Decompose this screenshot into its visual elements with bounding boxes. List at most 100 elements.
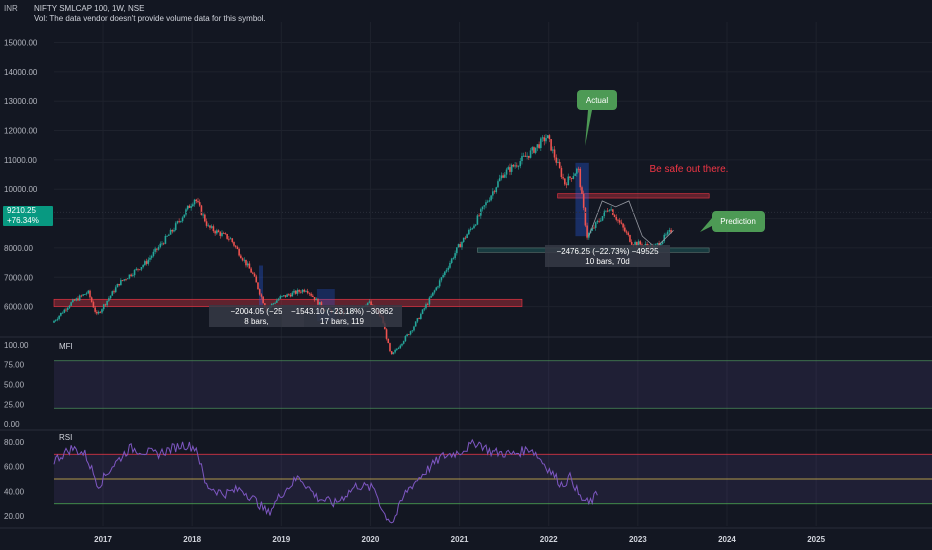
candle-body — [166, 235, 168, 237]
candle-body — [546, 135, 549, 139]
candle-body — [171, 229, 174, 232]
candle-body — [101, 309, 103, 313]
candle-body — [281, 295, 283, 297]
measure-bar-2018 — [259, 265, 264, 313]
candle-body — [582, 193, 585, 208]
candle-body — [246, 263, 249, 266]
candle-body — [368, 301, 371, 303]
candle-body — [164, 236, 167, 244]
actual-callout — [577, 90, 617, 110]
candle-body — [245, 259, 247, 266]
rsi-axis-label: 60.00 — [4, 463, 25, 472]
candle-body — [126, 278, 129, 280]
candle-body — [193, 199, 196, 205]
mfi-axis-label: 50.00 — [4, 381, 25, 390]
candle-body — [294, 290, 297, 294]
candle-body — [229, 238, 232, 240]
candle-body — [106, 300, 108, 306]
candle-body — [426, 304, 429, 306]
candle-body — [224, 233, 227, 235]
candle-body — [87, 290, 90, 294]
mfi-title: MFI — [59, 342, 73, 351]
candle-body — [140, 267, 143, 270]
price-change: +76.34% — [7, 216, 39, 225]
candle-body — [624, 227, 626, 232]
candle-body — [504, 174, 506, 178]
candle-body — [507, 167, 510, 170]
candle-body — [579, 168, 582, 188]
rsi-axis-label: 40.00 — [4, 487, 25, 496]
actual-callout-label: Actual — [586, 96, 608, 105]
candle-body — [221, 233, 223, 236]
price-axis-label: 10000.00 — [4, 185, 38, 194]
candle-body — [457, 244, 460, 248]
candle-body — [188, 205, 191, 208]
candle-body — [591, 227, 594, 231]
candle-body — [284, 295, 287, 297]
candle-body — [149, 257, 151, 260]
rsi-axis-label: 80.00 — [4, 438, 25, 447]
candle-body — [313, 296, 316, 301]
candle-body — [577, 168, 580, 170]
candle-body — [488, 200, 491, 202]
candle-body — [228, 238, 230, 240]
candle-body — [450, 258, 453, 263]
candle-body — [558, 161, 561, 168]
candle-body — [469, 228, 472, 230]
candle-body — [444, 271, 446, 276]
candle-body — [298, 289, 300, 292]
candle-body — [548, 135, 551, 140]
candle-body — [186, 205, 189, 210]
candle-body — [387, 338, 390, 344]
candle-body — [402, 341, 405, 344]
candle-body — [217, 230, 220, 233]
candle-body — [596, 220, 599, 223]
candle-body — [478, 215, 480, 217]
measure-label-2019: −1543.10 (−23.18%) −30862 — [291, 307, 394, 316]
candle-body — [320, 302, 323, 308]
candle-body — [411, 330, 414, 332]
candle-body — [277, 298, 280, 301]
last-price-tag: 9210.25 +76.34% — [3, 206, 53, 226]
candle-body — [481, 206, 484, 210]
candle-body — [605, 210, 607, 212]
candle-body — [288, 294, 290, 296]
candle-body — [94, 307, 96, 312]
candle-body — [60, 312, 62, 316]
candle-body — [584, 207, 587, 226]
candle-body — [116, 283, 119, 288]
candle-body — [77, 298, 79, 301]
candle-body — [637, 241, 640, 246]
candle-body — [447, 267, 450, 270]
measure-label-2018-box — [209, 305, 304, 327]
candle-body — [409, 331, 412, 335]
candle-body — [435, 287, 438, 291]
candle-body — [557, 161, 559, 163]
candle-body — [524, 155, 527, 157]
candle-body — [84, 294, 86, 295]
price-axis-label: 14000.00 — [4, 68, 38, 77]
candle-body — [594, 222, 597, 228]
candle-body — [276, 300, 278, 303]
candle-body — [536, 144, 539, 148]
candle-body — [620, 222, 623, 224]
candle-body — [161, 243, 163, 245]
actual-callout-pointer — [585, 110, 592, 146]
candle-body — [464, 237, 467, 239]
candle-body — [533, 147, 535, 153]
candle-body — [236, 246, 239, 250]
candle-body — [468, 229, 470, 235]
candle-body — [644, 244, 647, 246]
candle-body — [111, 291, 114, 296]
candle-body — [428, 297, 431, 305]
price-axis-label: 11000.00 — [4, 156, 37, 165]
candle-body — [159, 243, 162, 247]
candle-body — [519, 161, 522, 167]
time-axis-label: 2021 — [451, 535, 469, 544]
candle-body — [183, 214, 186, 218]
candle-body — [560, 167, 563, 178]
candle-body — [634, 241, 636, 245]
candle-body — [198, 202, 201, 206]
candle-body — [552, 149, 554, 151]
